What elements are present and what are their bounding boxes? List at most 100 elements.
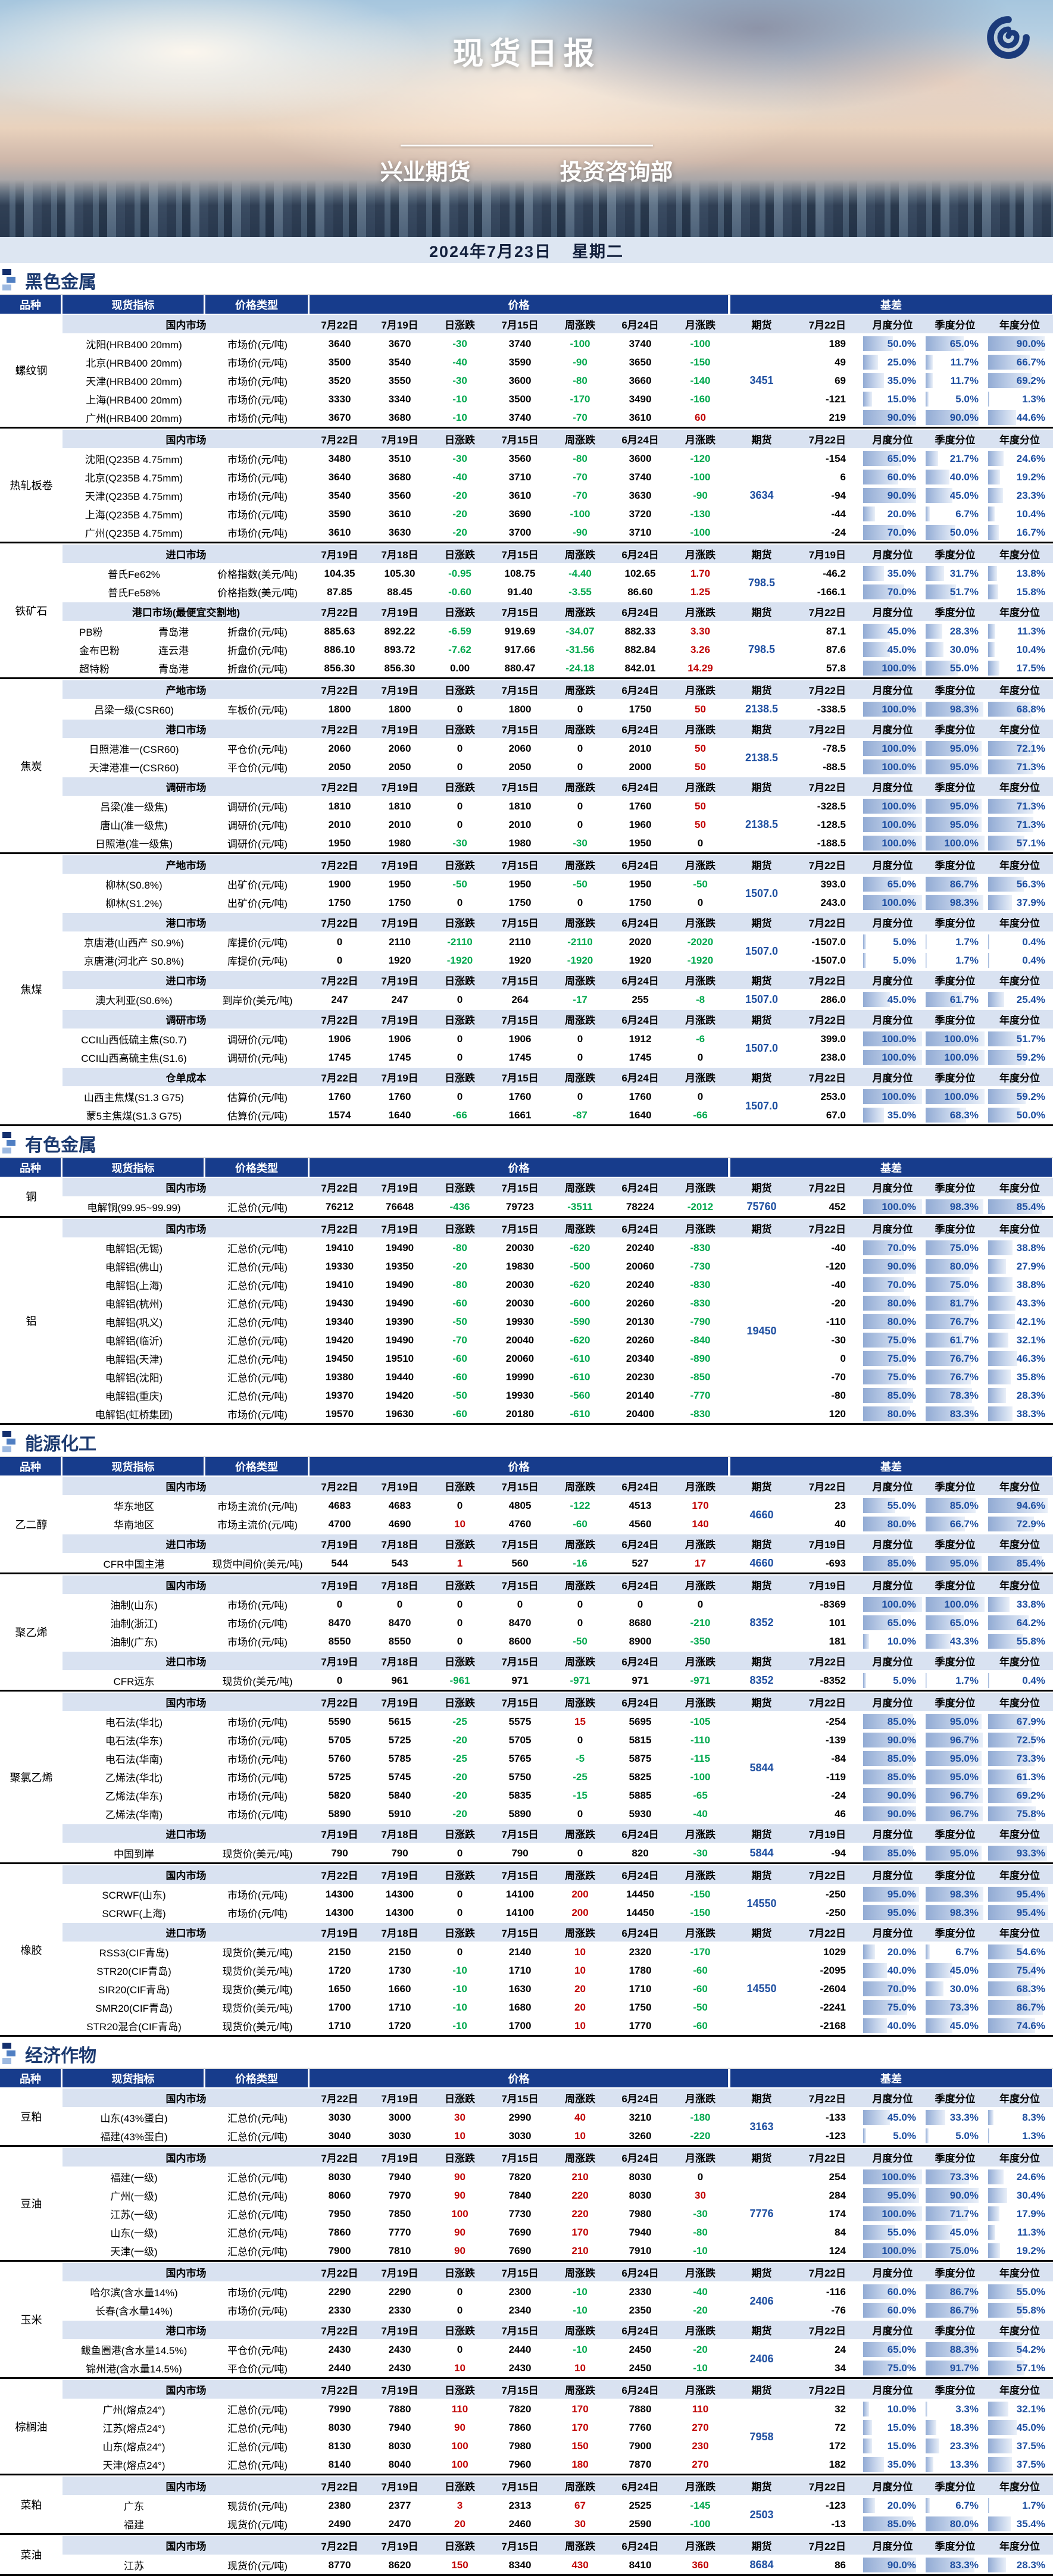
indicator-cell: 天津(Q235B 4.75mm) bbox=[85, 491, 183, 502]
market-label: 进口市场 bbox=[165, 1829, 207, 1840]
percentile-bar bbox=[926, 1370, 971, 1384]
price-cell: 1750 bbox=[388, 896, 411, 908]
price-cell: 19410 bbox=[325, 1242, 354, 1253]
date-column-header: 周涨跌 bbox=[565, 434, 595, 446]
change-cell: 0 bbox=[457, 742, 463, 754]
price-cell: 1745 bbox=[629, 1051, 652, 1063]
percentile-bar bbox=[988, 1556, 1042, 1571]
percentile-cell: 30.4% bbox=[986, 2186, 1053, 2205]
percentile-column-header: 年度分位 bbox=[999, 1481, 1040, 1493]
change-cell: -6.59 bbox=[448, 625, 471, 637]
basis-value: 219 bbox=[829, 411, 846, 423]
price-cell: 893.72 bbox=[384, 643, 415, 655]
percentile-value: 46.3% bbox=[1016, 1352, 1045, 1364]
change-cell: 0 bbox=[577, 800, 583, 812]
price-cell: 3560 bbox=[388, 489, 411, 501]
change-cell: 0 bbox=[577, 703, 583, 715]
price-cell: 76212 bbox=[325, 1201, 354, 1212]
basis-value: -2095 bbox=[820, 1964, 846, 1976]
date-column-header: 6月24日 bbox=[621, 2093, 659, 2105]
change-cell: -150 bbox=[690, 356, 711, 368]
market-subheader: 进口市场 7月19日 7月18日 日涨跌 7月15日 周涨跌 6月24日 月涨跌 期货 7月19日… bbox=[63, 1533, 1053, 1554]
date-column-header: 7月15日 bbox=[501, 1224, 539, 1235]
change-cell: -7.62 bbox=[448, 643, 471, 655]
indicator-cell: 柳林(S1.2%) bbox=[105, 898, 163, 909]
futures-value: 1507.0 bbox=[745, 945, 779, 957]
price-cell: 1700 bbox=[328, 2001, 351, 2013]
percentile-value: 51.7% bbox=[1016, 1033, 1045, 1045]
percentile-bar bbox=[926, 895, 984, 910]
change-cell: -70 bbox=[573, 471, 588, 483]
date-column-header: 周涨跌 bbox=[565, 2153, 595, 2164]
percentile-cell: 100.0% bbox=[861, 834, 924, 852]
futures-column-header: 期货 bbox=[751, 549, 772, 561]
percentile-value: 98.3% bbox=[949, 703, 979, 715]
percentile-bar bbox=[863, 1240, 905, 1255]
basis-date-column-header: 7月22日 bbox=[808, 976, 846, 987]
percentile-bar bbox=[988, 1673, 989, 1688]
change-cell: -10 bbox=[452, 393, 467, 405]
price-cell: 5765 bbox=[508, 1752, 532, 1764]
price-cell: 1640 bbox=[388, 1109, 411, 1121]
section-groups: 铜国内市场 7月22日 7月19日 日涨跌 7月15日 周涨跌 6月24日 月涨跌 期货 7月22… bbox=[0, 1177, 1053, 1425]
percentile-bar bbox=[926, 877, 977, 892]
basis-date-column-header: 7月22日 bbox=[808, 2325, 846, 2337]
percentile-column-header: 月度分位 bbox=[872, 549, 913, 561]
percentile-cell: 64.2% bbox=[986, 1614, 1053, 1632]
change-cell: 0 bbox=[577, 1847, 583, 1859]
percentile-bar bbox=[988, 1770, 1027, 1784]
date-column-header: 7月15日 bbox=[501, 1481, 539, 1493]
percentile-cell: 60.0% bbox=[861, 2283, 924, 2301]
variety-cell: 铁矿石 bbox=[15, 605, 48, 617]
percentile-value: 100.0% bbox=[882, 1090, 916, 1102]
price-cell: 3660 bbox=[629, 374, 652, 386]
market-block: 进口市场 7月19日 7月18日 日涨跌 7月15日 周涨跌 6月24日 月涨跌 期货 7月22日… bbox=[63, 1922, 1053, 2035]
futures-value: 5844 bbox=[749, 1761, 774, 1774]
percentile-cell: 1.3% bbox=[986, 2127, 1053, 2145]
variety-cell: 焦煤 bbox=[20, 984, 42, 996]
price-type-cell: 估算价(元/吨) bbox=[227, 1092, 288, 1103]
change-cell: 0 bbox=[457, 1906, 463, 1918]
percentile-column-header: 年度分位 bbox=[999, 1183, 1040, 1194]
price-cell: 1760 bbox=[629, 800, 652, 812]
change-cell: 10 bbox=[574, 2130, 586, 2142]
price-type-cell: 调研价(元/吨) bbox=[227, 1053, 288, 1064]
percentile-bar bbox=[988, 895, 1013, 910]
percentile-bar bbox=[863, 373, 884, 388]
price-type-cell: 汇总价(元/吨) bbox=[227, 1202, 288, 1214]
percentile-cell: 100.0% bbox=[861, 2242, 924, 2260]
date-column-header: 月涨跌 bbox=[685, 1829, 715, 1840]
futures-column-header: 期货 bbox=[751, 2385, 772, 2396]
basis-value: 174 bbox=[829, 2208, 846, 2219]
date-column-header: 周涨跌 bbox=[565, 1073, 595, 1084]
data-row: 鲅鱼圈港(含水量14.5%) 平仓价(元/吨) 2430 2430 0 2440 -10 24… bbox=[63, 2340, 1053, 2359]
percentile-value: 76.7% bbox=[949, 1352, 979, 1364]
market-subheader: 国内市场 7月22日 7月19日 日涨跌 7月15日 周涨跌 6月24日 月涨跌 期货 7月22日… bbox=[63, 1692, 1053, 1712]
percentile-cell: 85.0% bbox=[861, 1768, 924, 1786]
percentile-value: 10.0% bbox=[887, 2403, 916, 2415]
data-row: 锦州港(含水量14.5%) 平仓价(元/吨) 2440 2430 10 2430 10 245… bbox=[63, 2359, 1053, 2377]
data-row: 电石法(华南) 市场价(元/吨) 5760 5785 -25 5765 -5 5875 -115… bbox=[63, 1749, 1053, 1768]
percentile-cell: 59.2% bbox=[986, 1048, 1053, 1067]
percentile-value: 15.0% bbox=[887, 2421, 916, 2433]
date-column-header: 7月15日 bbox=[501, 434, 539, 446]
basis-date-column-header: 7月22日 bbox=[808, 1015, 846, 1026]
percentile-bar bbox=[926, 1751, 982, 1766]
percentile-column-header: 年度分位 bbox=[999, 685, 1040, 696]
data-row: 电解铝(虹桥集团) 市场价(元/吨) 19570 19630 -60 20180 -610 2… bbox=[63, 1405, 1053, 1423]
percentile-cell: 78.3% bbox=[924, 1386, 986, 1405]
price-cell: 8130 bbox=[328, 2440, 351, 2452]
change-cell: -60 bbox=[452, 1371, 467, 1383]
percentile-cell: 86.7% bbox=[924, 2283, 986, 2301]
futures-value: 75760 bbox=[746, 1201, 777, 1212]
change-cell: -20 bbox=[452, 489, 467, 501]
percentile-value: 50.0% bbox=[887, 337, 916, 349]
price-cell: 7760 bbox=[629, 2421, 652, 2433]
price-cell: 20340 bbox=[626, 1352, 655, 1364]
market-subheader: 仓单成本 7月22日 7月19日 日涨跌 7月15日 周涨跌 6月24日 月涨跌 期货 7月22日… bbox=[63, 1067, 1053, 1087]
bullet-square bbox=[2, 285, 11, 290]
price-cell: 2150 bbox=[388, 1946, 411, 1958]
price-cell: 2010 bbox=[388, 818, 411, 830]
percentile-bar bbox=[988, 1277, 1013, 1292]
price-cell: 2290 bbox=[388, 2286, 411, 2297]
